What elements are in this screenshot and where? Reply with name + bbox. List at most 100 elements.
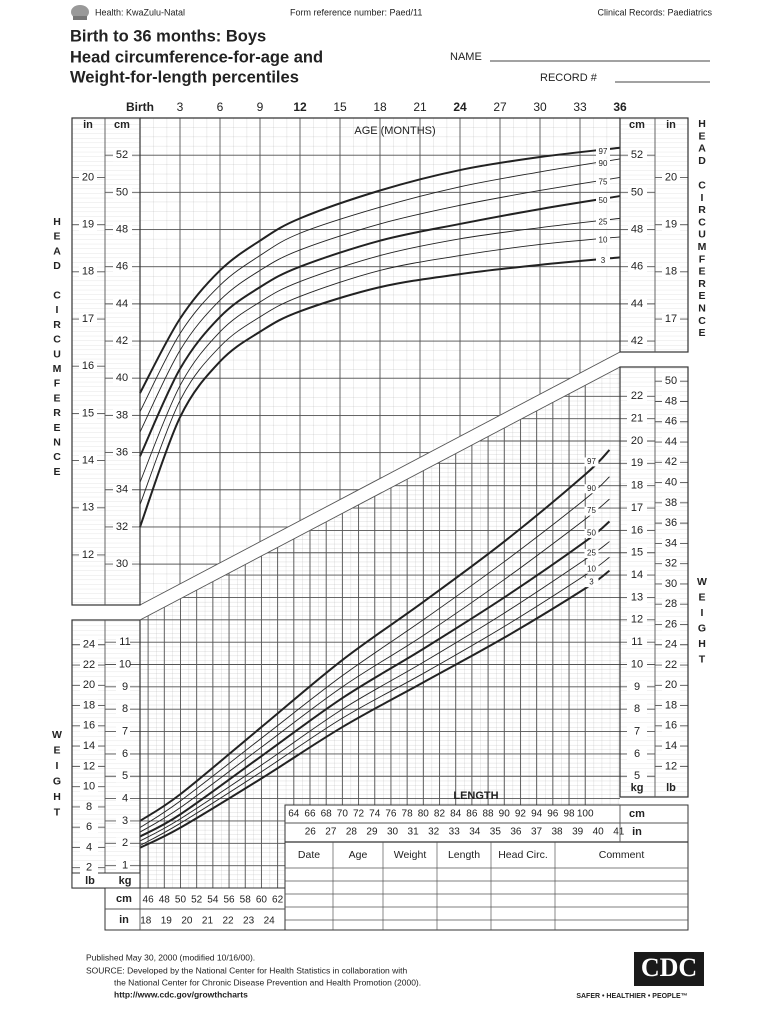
tick-label: 22: [222, 916, 234, 927]
tick-bg: [662, 375, 680, 388]
tick-label: 12: [82, 549, 94, 561]
tick-label: 48: [116, 223, 128, 235]
tick-bg: [627, 770, 647, 783]
tick-bg: [662, 456, 680, 469]
frame: [619, 366, 689, 798]
tick-label: 18: [665, 699, 677, 711]
tick-label: 76: [385, 809, 397, 820]
tick-label: 9: [634, 681, 640, 693]
tick-label: 21: [631, 413, 643, 425]
tick-bg: [113, 223, 132, 236]
legend-bg: [584, 528, 599, 538]
tick-label: 28: [665, 598, 677, 610]
tick-bg: [662, 476, 680, 489]
tick-label: 34: [665, 537, 677, 549]
tick-label: 8: [86, 801, 92, 813]
x-tick-label: Birth: [126, 100, 154, 114]
tick-label: 8: [122, 703, 128, 715]
tick-label: 6: [86, 821, 92, 833]
tick-label: 10: [83, 781, 95, 793]
tick-bg: [116, 837, 130, 850]
tick-bg: [662, 496, 680, 509]
tick-label: 20: [631, 435, 643, 447]
tick-bg: [662, 577, 680, 590]
tick-bg: [627, 479, 647, 492]
tick-bg: [627, 524, 647, 537]
tick-bg: [113, 446, 132, 459]
tick-label: 78: [402, 809, 414, 820]
tick-label: 54: [207, 895, 219, 906]
tick-label: 2: [122, 837, 128, 849]
tick-bg: [662, 436, 680, 449]
logo-box: [634, 952, 704, 986]
tick-label: 40: [593, 827, 605, 838]
tick-label: 13: [631, 591, 643, 603]
tick-label: 16: [665, 720, 677, 732]
tick-label: 15: [631, 547, 643, 559]
x-tick-label: 36: [613, 100, 627, 114]
tick-label: 90: [499, 809, 511, 820]
tick-label: 10: [631, 658, 643, 670]
tick-bg: [116, 814, 130, 827]
tick-bg: [627, 591, 647, 604]
tick-bg: [116, 680, 130, 693]
tick-label: 26: [305, 827, 317, 838]
tick-label: 30: [387, 827, 399, 838]
percentile-curve: [139, 217, 621, 483]
tick-bg: [79, 265, 97, 278]
tick-label: 34: [469, 827, 481, 838]
frames: Date Age Weight Length Head Circ. Comment: [71, 117, 689, 931]
tick-label: 46: [143, 895, 155, 906]
tick-label: 32: [428, 827, 440, 838]
unit: in: [632, 826, 642, 838]
x-tick-label: 21: [413, 100, 427, 114]
percentile-curve: [139, 236, 621, 505]
tick-label: 14: [83, 740, 95, 752]
tick-bg: [662, 517, 680, 530]
emblem: [71, 5, 89, 20]
tick-bg: [113, 520, 132, 533]
legend-entry: 10: [587, 564, 596, 573]
tick-label: 100: [577, 809, 594, 820]
tick-label: 66: [304, 809, 316, 820]
x-tick-label: 18: [373, 100, 387, 114]
legend-entry: 3: [601, 256, 606, 265]
tick-label: 42: [116, 335, 128, 347]
x-tick-label: 33: [573, 100, 587, 114]
tick-label: 86: [466, 809, 478, 820]
tick-bg: [80, 861, 98, 874]
x-tick-label: 3: [177, 100, 184, 114]
tick-bg: [627, 412, 647, 425]
tick-label: 34: [116, 484, 128, 496]
unit: in: [83, 119, 93, 131]
tick-label: 39: [572, 827, 584, 838]
unit: kg: [631, 782, 644, 794]
tick-bg: [662, 679, 680, 692]
tick-label: 32: [116, 521, 128, 533]
tick-bg: [627, 703, 647, 716]
x-tick-label: 27: [493, 100, 507, 114]
tick-bg: [116, 770, 130, 783]
column-header: Date: [298, 849, 320, 861]
tick-label: 19: [631, 457, 643, 469]
tick-label: 50: [665, 375, 677, 387]
tick-label: 5: [634, 770, 640, 782]
column-header: Weight: [394, 849, 427, 861]
legend-bg: [596, 196, 610, 206]
tick-label: 6: [122, 748, 128, 760]
tick-label: 11: [631, 636, 642, 648]
tick-bg: [662, 171, 680, 184]
tick-label: 46: [631, 261, 643, 273]
tick-label: 16: [82, 360, 94, 372]
tick-bg: [627, 725, 647, 738]
tick-label: 56: [223, 895, 235, 906]
tick-bg: [113, 558, 132, 571]
tick-label: 5: [122, 770, 128, 782]
tick-label: 36: [116, 446, 128, 458]
legend-bg: [596, 256, 610, 266]
tick-label: 46: [116, 261, 128, 273]
percentile-curve: [139, 177, 621, 433]
tick-label: 13: [82, 502, 94, 514]
column-header: Length: [448, 849, 480, 861]
